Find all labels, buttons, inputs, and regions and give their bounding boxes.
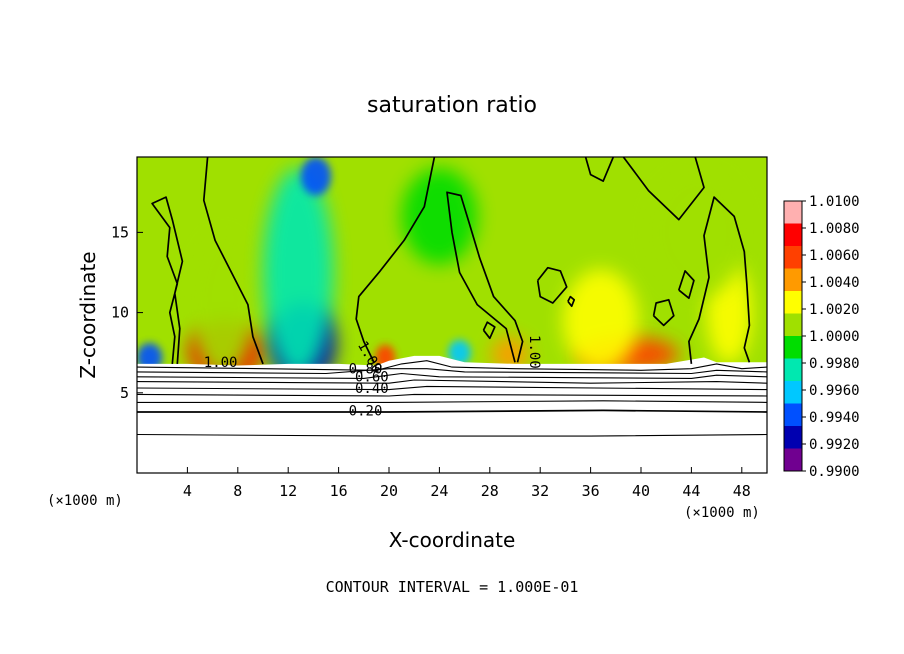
contour-line (677, 270, 695, 300)
y-axis-ticks: 5 10 15 (111, 223, 143, 402)
colorbar-swatch (784, 268, 802, 292)
plot-frame (136, 156, 768, 474)
x-tick-label: 8 (233, 482, 242, 500)
colorbar-label: 0.9940 (809, 410, 860, 426)
contour-line (202, 157, 264, 365)
contour-line (137, 393, 767, 397)
contour-line (584, 157, 615, 182)
contour-line (482, 321, 496, 340)
contour-line (137, 385, 767, 391)
contour-label: 0.40 (355, 381, 389, 397)
contour-line (355, 157, 436, 363)
x-axis-label: X-coordinate (389, 528, 516, 552)
contour-label: 0.60 (355, 370, 389, 386)
contour-line (137, 360, 767, 371)
field-anomaly (401, 168, 478, 265)
colorbar-swatch (784, 313, 802, 337)
x-tick-label: 24 (430, 482, 448, 500)
colorbar-swatch (784, 448, 802, 472)
contour-line (137, 372, 767, 379)
colorbar-label: 1.0020 (809, 302, 860, 318)
contour-lines (137, 157, 767, 437)
colorbar-swatch (784, 201, 802, 224)
contour-line (567, 295, 576, 308)
contour-line (536, 266, 568, 304)
contour-line (137, 409, 767, 413)
colorbar-label: 1.0080 (809, 221, 860, 237)
colorbar-label: 1.0100 (809, 194, 860, 210)
field-anomaly (448, 339, 471, 366)
subsaturated-region (137, 355, 767, 473)
contour-label: 0.80 (349, 362, 383, 378)
x-tick-label: 28 (481, 482, 499, 500)
y-axis-unit: (×1000 m) (47, 493, 123, 509)
x-tick-label: 12 (279, 482, 297, 500)
field-anomaly (491, 336, 529, 372)
colorbar-label: 0.9980 (809, 356, 860, 372)
colorbar-swatch (784, 291, 802, 314)
contour-line (137, 368, 767, 375)
contour-line (622, 157, 705, 221)
colorbar-swatch (784, 403, 802, 427)
field-anomaly (647, 168, 749, 297)
colorbar: 1.0100 1.0080 1.0060 1.0040 1.0020 1.0000 0.99… (783, 194, 860, 480)
contour-line (151, 196, 184, 364)
colorbar-label: 1.0040 (809, 275, 860, 291)
colorbar-label: 1.0060 (809, 248, 860, 264)
x-tick-label: 16 (330, 482, 348, 500)
contour-line (137, 433, 767, 437)
colorbar-label: 0.9920 (809, 437, 860, 453)
colorbar-swatch (784, 426, 802, 449)
contour-line (446, 191, 524, 363)
field-anomaly (562, 269, 639, 372)
field-anomaly (189, 232, 256, 377)
colorbar-swatch (784, 358, 802, 382)
contour-interval-note: CONTOUR INTERVAL = 1.000E-01 (326, 578, 579, 596)
contour-line (137, 379, 767, 384)
colorbar-swatch (784, 336, 802, 359)
contour-line (137, 400, 767, 403)
x-tick-label: 40 (632, 482, 650, 500)
chart-title: saturation ratio (367, 93, 537, 118)
colorbar-label: 0.9900 (809, 464, 860, 480)
y-tick-label: 15 (111, 223, 129, 241)
field-anomaly (300, 157, 332, 196)
colorbar-swatch (784, 246, 802, 269)
x-tick-label: 20 (380, 482, 398, 500)
x-axis-ticks: 4 8 12 16 20 24 28 32 36 40 44 48 (183, 467, 751, 500)
x-tick-label: 4 (183, 482, 192, 500)
colorbar-label: 0.9960 (809, 383, 860, 399)
x-tick-label: 48 (733, 482, 751, 500)
contour-line (652, 298, 675, 327)
colorbar-label: 1.0000 (809, 329, 860, 345)
y-tick-label: 5 (120, 384, 129, 402)
y-tick-label: 10 (111, 304, 129, 322)
contour-label: 1.00 (204, 355, 238, 371)
plot-area: 1.00 0.800.600.400.201.00 1.00 (137, 157, 767, 473)
x-tick-label: 36 (582, 482, 600, 500)
contour-label: 0.20 (349, 403, 383, 419)
colorbar-swatch (784, 381, 802, 404)
colorbar-swatch (784, 223, 802, 247)
contour-label: 1.00 (526, 335, 542, 369)
x-axis-unit: (×1000 m) (684, 505, 760, 521)
y-axis-label: Z-coordinate (76, 251, 100, 378)
field-anomaly (263, 168, 334, 377)
x-tick-label: 32 (531, 482, 549, 500)
contour-line (688, 196, 751, 364)
x-tick-label: 44 (682, 482, 700, 500)
